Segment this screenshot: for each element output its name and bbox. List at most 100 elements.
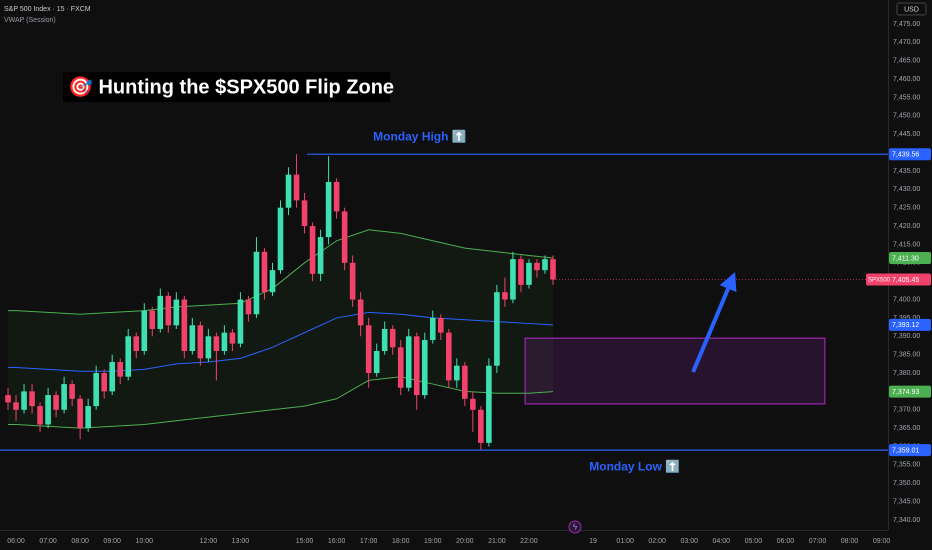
currency: USD <box>904 6 919 13</box>
candle-body <box>53 395 59 410</box>
candle-body <box>165 295 172 326</box>
y-tick-label: 7,450.00 <box>893 113 920 120</box>
candle-body <box>462 365 468 399</box>
x-tick-label: 01:00 <box>616 538 634 545</box>
price-tag <box>889 444 931 457</box>
candle-body <box>141 310 148 351</box>
candle-body <box>157 295 164 329</box>
x-tick-label: 06:00 <box>7 538 25 545</box>
candle-body <box>37 406 43 425</box>
candle-body <box>429 317 436 340</box>
candle-body <box>381 328 388 351</box>
flip-zone <box>524 337 826 405</box>
candle-body <box>149 310 156 329</box>
candle-body <box>526 262 532 285</box>
x-tick-label: 07:00 <box>39 538 57 545</box>
candle-body <box>333 181 340 212</box>
last-price-label: 7,405.45 <box>892 277 919 284</box>
candle-body <box>117 362 124 377</box>
candle-body <box>470 398 476 410</box>
candle-body <box>125 336 132 377</box>
x-tick-label: 05:00 <box>745 538 763 545</box>
candle-body <box>205 336 212 359</box>
price-tag <box>889 318 931 331</box>
event-icon[interactable] <box>568 520 582 534</box>
candle-body <box>486 365 492 443</box>
vwap-line <box>8 311 554 372</box>
candle-body <box>261 251 268 293</box>
candle-body <box>518 259 524 285</box>
y-tick-label: 7,365.00 <box>893 425 920 432</box>
candle-body <box>494 292 500 366</box>
x-tick-label: 21:00 <box>488 538 506 545</box>
y-tick-label: 7,380.00 <box>893 370 920 377</box>
price-tag-label: 7,359.01 <box>892 448 919 455</box>
candle-body <box>101 373 107 392</box>
y-tick-label: 7,350.00 <box>893 480 920 487</box>
candle-body <box>173 299 180 326</box>
y-tick-label: 7,390.00 <box>893 333 920 340</box>
candle-body <box>550 259 556 280</box>
candle-body <box>293 174 300 201</box>
candle-body <box>437 317 444 333</box>
candle-body <box>325 181 332 238</box>
x-tick-label: 16:00 <box>328 538 346 545</box>
candle-body <box>189 325 196 351</box>
candle-body <box>309 226 316 274</box>
arrow-shaft <box>691 287 730 373</box>
candle-body <box>341 211 348 263</box>
candle-body <box>277 207 284 271</box>
candle-body <box>93 373 99 407</box>
candle-body <box>181 299 188 351</box>
x-tick-label: 09:00 <box>103 538 121 545</box>
x-tick-label: 20:00 <box>456 538 474 545</box>
candle-body <box>405 336 412 388</box>
x-tick-label: 15:00 <box>296 538 314 545</box>
candle-body <box>357 299 364 326</box>
x-tick-label: 09:00 <box>873 538 891 545</box>
candle-body <box>229 332 236 344</box>
candle-body <box>365 325 372 374</box>
price-tag <box>889 252 931 265</box>
candle-body <box>317 237 324 274</box>
y-tick-label: 7,460.00 <box>893 76 920 83</box>
candle-body <box>237 299 244 344</box>
price-tag-label: 7,439.56 <box>892 152 919 159</box>
level-label: Monday High ⬆️ <box>373 129 467 143</box>
y-tick-label: 7,355.00 <box>893 462 920 469</box>
arrow-head <box>719 271 737 293</box>
candle-body <box>213 336 220 351</box>
candle-body <box>510 259 516 300</box>
x-tick-label: 12:00 <box>200 538 218 545</box>
y-tick-label: 7,400.00 <box>893 296 920 303</box>
y-tick-label: 7,425.00 <box>893 205 920 212</box>
candle-body <box>85 406 91 429</box>
y-tick-label: 7,465.00 <box>893 58 920 65</box>
x-tick-label: 22:00 <box>520 538 538 545</box>
candle-body <box>5 395 11 403</box>
y-tick-label: 7,445.00 <box>893 131 920 138</box>
candle-body <box>253 251 260 315</box>
y-tick-label: 7,385.00 <box>893 352 920 359</box>
x-tick-label: 18:00 <box>392 538 410 545</box>
x-tick-label: 17:00 <box>360 538 378 545</box>
candle-body <box>478 409 484 443</box>
x-tick-label: 04:00 <box>713 538 731 545</box>
x-tick-label: 03:00 <box>680 538 698 545</box>
x-tick-label: 06:00 <box>777 538 795 545</box>
candle-body <box>413 336 420 396</box>
candle-body <box>349 262 356 300</box>
candle-body <box>397 347 404 388</box>
candle-body <box>285 174 292 208</box>
candle-body <box>301 200 308 227</box>
candle-body <box>109 362 116 392</box>
candle-body <box>29 391 35 407</box>
candle-body <box>45 395 51 425</box>
y-tick-label: 7,340.00 <box>893 517 920 524</box>
price-tag-label: 7,411.30 <box>892 255 919 262</box>
candle-body <box>389 328 396 348</box>
x-tick-label: 19:00 <box>424 538 442 545</box>
currency-box[interactable] <box>896 2 927 16</box>
y-tick-label: 7,415.00 <box>893 241 920 248</box>
